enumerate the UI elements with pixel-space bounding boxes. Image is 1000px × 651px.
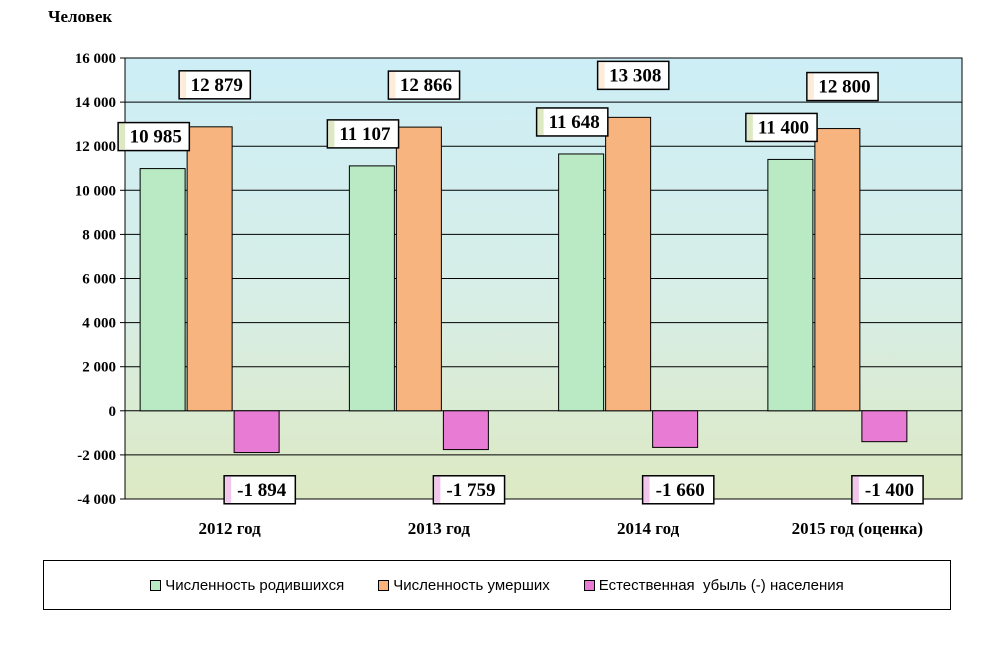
bar-2-3 [861, 410, 908, 443]
data-label-box-1-2 [596, 60, 670, 91]
data-label-accent-0-3 [746, 114, 753, 141]
bar-1-2 [605, 116, 652, 412]
data-label-0-0: 10 985 [130, 127, 182, 148]
y-tick-label-2: 12 000 [75, 139, 116, 155]
y-tick-label-0: 16 000 [75, 51, 116, 67]
y-tick-label-3: 10 000 [75, 183, 116, 199]
bar-1-3 [814, 128, 861, 412]
y-tick-label-8: 0 [109, 404, 117, 420]
data-label-box-2-3 [851, 475, 924, 505]
data-label-1-3: 12 800 [818, 77, 870, 98]
y-tick-label-9: -2 000 [77, 448, 116, 464]
data-label-2-3: -1 400 [865, 480, 914, 501]
data-label-accent-2-2 [643, 476, 650, 503]
data-label-box-2-2 [641, 475, 715, 505]
legend-item-natural-decline: Естественная убыль (-) населения [583, 576, 844, 594]
legend-item-births: Численность родившихся [150, 577, 344, 594]
data-label-box-0-0 [117, 121, 191, 152]
data-label-2-1: -1 759 [446, 480, 495, 501]
y-tick-label-6: 4 000 [82, 316, 116, 332]
y-tick-label-1: 14 000 [75, 95, 116, 111]
x-tick-label-0: 2012 год [199, 519, 262, 538]
data-label-box-0-3 [745, 112, 818, 143]
bar-0-1 [348, 165, 395, 412]
data-label-box-0-1 [326, 119, 400, 149]
bar-2-2 [652, 410, 699, 448]
data-label-2-2: -1 660 [656, 480, 705, 501]
data-label-1-1: 12 866 [400, 75, 452, 96]
y-tick-label-5: 6 000 [82, 272, 116, 288]
data-label-accent-1-1 [389, 72, 396, 99]
data-label-box-0-2 [535, 107, 609, 137]
data-label-accent-1-3 [807, 73, 814, 100]
bar-1-0 [186, 126, 233, 412]
x-tick-label-2: 2014 год [617, 519, 680, 538]
legend-item-deaths: Численность умерших [378, 576, 550, 594]
legend-label-births: Численность родившихся [165, 576, 345, 594]
y-tick-label-10: -4 000 [77, 492, 116, 508]
legend-swatch-deaths [378, 579, 390, 591]
data-label-0-3: 11 400 [758, 117, 809, 138]
data-label-box-1-3 [806, 71, 879, 102]
data-label-accent-2-0 [225, 476, 232, 503]
data-label-1-0: 12 879 [191, 75, 243, 96]
legend-swatch-natural-decline [583, 579, 595, 591]
data-label-box-2-1 [432, 475, 506, 505]
data-label-0-1: 11 107 [339, 124, 391, 145]
legend-swatch-births [150, 579, 162, 591]
data-label-accent-1-2 [598, 62, 605, 89]
data-label-2-0: -1 894 [237, 480, 287, 501]
data-label-accent-2-1 [434, 476, 441, 503]
bar-2-1 [442, 410, 489, 451]
bar-0-3 [767, 158, 814, 412]
x-tick-label-3: 2015 год (оценка) [792, 519, 923, 538]
data-label-accent-0-0 [119, 123, 126, 150]
data-label-0-2: 11 648 [549, 112, 600, 133]
bar-0-0 [139, 168, 186, 412]
data-label-1-2: 13 308 [609, 65, 661, 86]
data-label-box-1-0 [178, 70, 252, 100]
data-label-box-2-0 [223, 475, 297, 505]
data-label-box-1-1 [387, 70, 461, 100]
legend-label-natural-decline: Естественная убыль (-) населения [598, 576, 844, 594]
data-label-accent-1-0 [180, 71, 187, 98]
data-label-accent-0-2 [537, 108, 544, 135]
bar-1-1 [395, 126, 442, 412]
y-tick-label-4: 8 000 [82, 227, 116, 243]
legend: Численность родившихся Численность умерш… [43, 560, 951, 610]
data-label-accent-2-3 [852, 476, 859, 503]
bar-0-2 [558, 153, 605, 412]
bar-2-0 [233, 410, 280, 454]
y-tick-label-7: 2 000 [82, 360, 116, 376]
y-axis-title: Человек [48, 7, 112, 26]
legend-label-deaths: Численность умерших [393, 576, 550, 594]
data-label-accent-0-1 [328, 120, 335, 147]
x-tick-label-1: 2013 год [408, 519, 471, 538]
